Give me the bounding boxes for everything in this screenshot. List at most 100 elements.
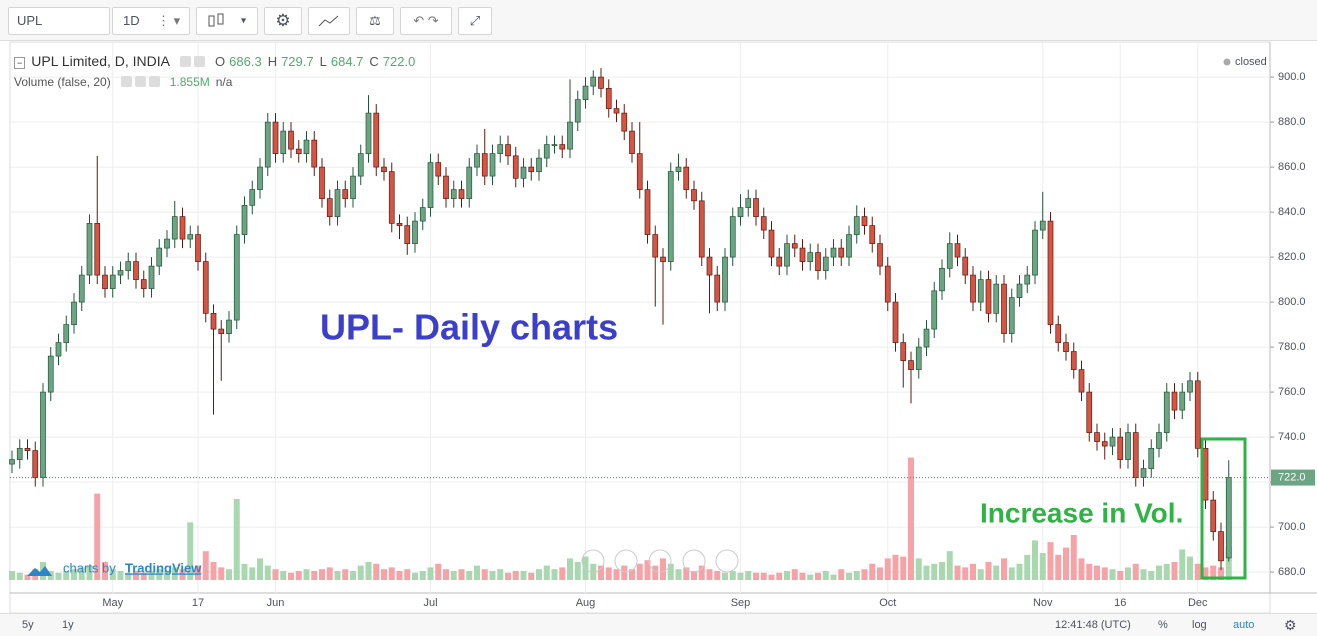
volume-legend: Volume (false, 20) 1.855M n/a bbox=[14, 75, 232, 89]
ohlc-key: O bbox=[215, 54, 226, 69]
volume-bar bbox=[357, 565, 364, 580]
indicators-button[interactable] bbox=[308, 7, 350, 35]
volume-bar bbox=[737, 572, 744, 580]
volume-bar bbox=[574, 562, 581, 580]
candle-body bbox=[156, 247, 163, 267]
candle-body bbox=[1179, 391, 1186, 411]
volume-bar bbox=[1171, 562, 1178, 580]
volume-bar bbox=[505, 572, 511, 580]
candle-body bbox=[512, 155, 519, 179]
zoom-out[interactable] bbox=[614, 549, 638, 573]
candle-body bbox=[660, 256, 666, 262]
volume-bar bbox=[24, 574, 31, 580]
candle-body bbox=[148, 265, 155, 289]
symbol-input[interactable]: UPL bbox=[8, 7, 110, 35]
volume-bar bbox=[419, 571, 426, 580]
volume-bar bbox=[404, 569, 411, 580]
legend-icon[interactable] bbox=[194, 56, 206, 67]
candle-body bbox=[1086, 391, 1093, 433]
volume-bar bbox=[753, 572, 759, 580]
fullscreen-button[interactable]: ⤢ bbox=[458, 7, 492, 35]
branding[interactable]: charts by TradingView bbox=[27, 560, 202, 576]
auto-button[interactable]: auto bbox=[1233, 619, 1255, 631]
candle-body bbox=[900, 342, 907, 361]
volume-bar bbox=[233, 499, 240, 580]
settings-button[interactable]: ⚙ bbox=[264, 7, 302, 35]
x-tick-label: Aug bbox=[576, 597, 596, 609]
volume-bar bbox=[458, 569, 465, 580]
volume-bar bbox=[148, 571, 155, 580]
candle-body bbox=[822, 256, 829, 271]
candle-body bbox=[365, 112, 372, 154]
candle-body bbox=[1094, 432, 1100, 442]
candle-body bbox=[396, 222, 403, 226]
reset[interactable] bbox=[648, 549, 672, 573]
y-tick-label: 760.0 bbox=[1278, 386, 1306, 398]
candle-body bbox=[497, 144, 504, 154]
candle-body bbox=[528, 166, 535, 172]
chart-style-button[interactable]: ▾ bbox=[196, 7, 258, 35]
candle-body bbox=[629, 130, 635, 154]
range-button[interactable]: 5y bbox=[22, 619, 34, 631]
candle-body bbox=[210, 312, 217, 330]
legend-icon[interactable] bbox=[120, 76, 132, 87]
candle-body bbox=[675, 166, 682, 172]
ohlc-value: 722.0 bbox=[382, 54, 416, 69]
volume-bar bbox=[1187, 556, 1193, 580]
volume-bar bbox=[187, 522, 194, 580]
candle-body bbox=[179, 216, 186, 240]
volume-bar bbox=[1148, 571, 1155, 580]
volume-bar bbox=[1194, 563, 1201, 580]
range-button[interactable]: 1y bbox=[62, 619, 74, 631]
volume-bar bbox=[768, 574, 775, 580]
y-tick-label: 680.0 bbox=[1278, 566, 1306, 578]
candle-body bbox=[691, 189, 697, 202]
candle-body bbox=[233, 234, 240, 321]
legend-icon[interactable] bbox=[180, 56, 192, 67]
volume-bar bbox=[706, 569, 713, 580]
interval-select[interactable]: 1D ⋮ ▾ bbox=[112, 7, 190, 35]
candle-body bbox=[140, 279, 147, 289]
undo-redo[interactable]: ↶ ↷ bbox=[400, 7, 452, 35]
candle-body bbox=[435, 162, 442, 177]
volume-bar bbox=[1078, 558, 1085, 580]
legend-icon[interactable] bbox=[148, 76, 160, 87]
volume-bar bbox=[977, 569, 984, 580]
collapse-icon[interactable]: − bbox=[14, 57, 26, 69]
candle-body bbox=[350, 175, 356, 199]
candle-body bbox=[954, 243, 961, 258]
candle-body bbox=[884, 265, 891, 303]
volume-bar bbox=[109, 569, 116, 580]
volume-bar bbox=[745, 571, 752, 580]
legend-icon[interactable] bbox=[134, 76, 146, 87]
volume-bar bbox=[714, 571, 721, 580]
volume-bar bbox=[1032, 540, 1038, 580]
candle-body bbox=[117, 270, 124, 276]
percent-button[interactable]: % bbox=[1158, 619, 1168, 631]
volume-bar bbox=[373, 563, 380, 580]
scroll-right[interactable] bbox=[715, 549, 739, 573]
log-button[interactable]: log bbox=[1192, 619, 1207, 631]
candle-body bbox=[280, 130, 287, 154]
volume-bar bbox=[853, 571, 860, 580]
candle-body bbox=[1101, 441, 1108, 447]
candle-body bbox=[1218, 531, 1224, 562]
volume-bar bbox=[466, 571, 473, 580]
candle-body bbox=[807, 252, 814, 262]
candle-body bbox=[272, 121, 279, 154]
volume-bar bbox=[970, 563, 976, 580]
candle-body bbox=[78, 274, 85, 303]
candle-body bbox=[915, 346, 922, 370]
compare-button[interactable]: ⚖ bbox=[356, 7, 394, 35]
scroll-left[interactable] bbox=[581, 549, 605, 573]
volume-bar bbox=[474, 565, 480, 580]
volume-bar bbox=[869, 563, 876, 580]
volume-bar bbox=[985, 562, 992, 580]
volume-bar bbox=[931, 563, 938, 580]
settings-button[interactable]: ⚙ bbox=[1284, 617, 1297, 633]
y-tick-label: 880.0 bbox=[1278, 116, 1306, 128]
candle-body bbox=[760, 216, 767, 231]
zoom-controls bbox=[581, 549, 739, 573]
zoom-in[interactable] bbox=[682, 549, 706, 573]
candle-body bbox=[714, 274, 721, 303]
